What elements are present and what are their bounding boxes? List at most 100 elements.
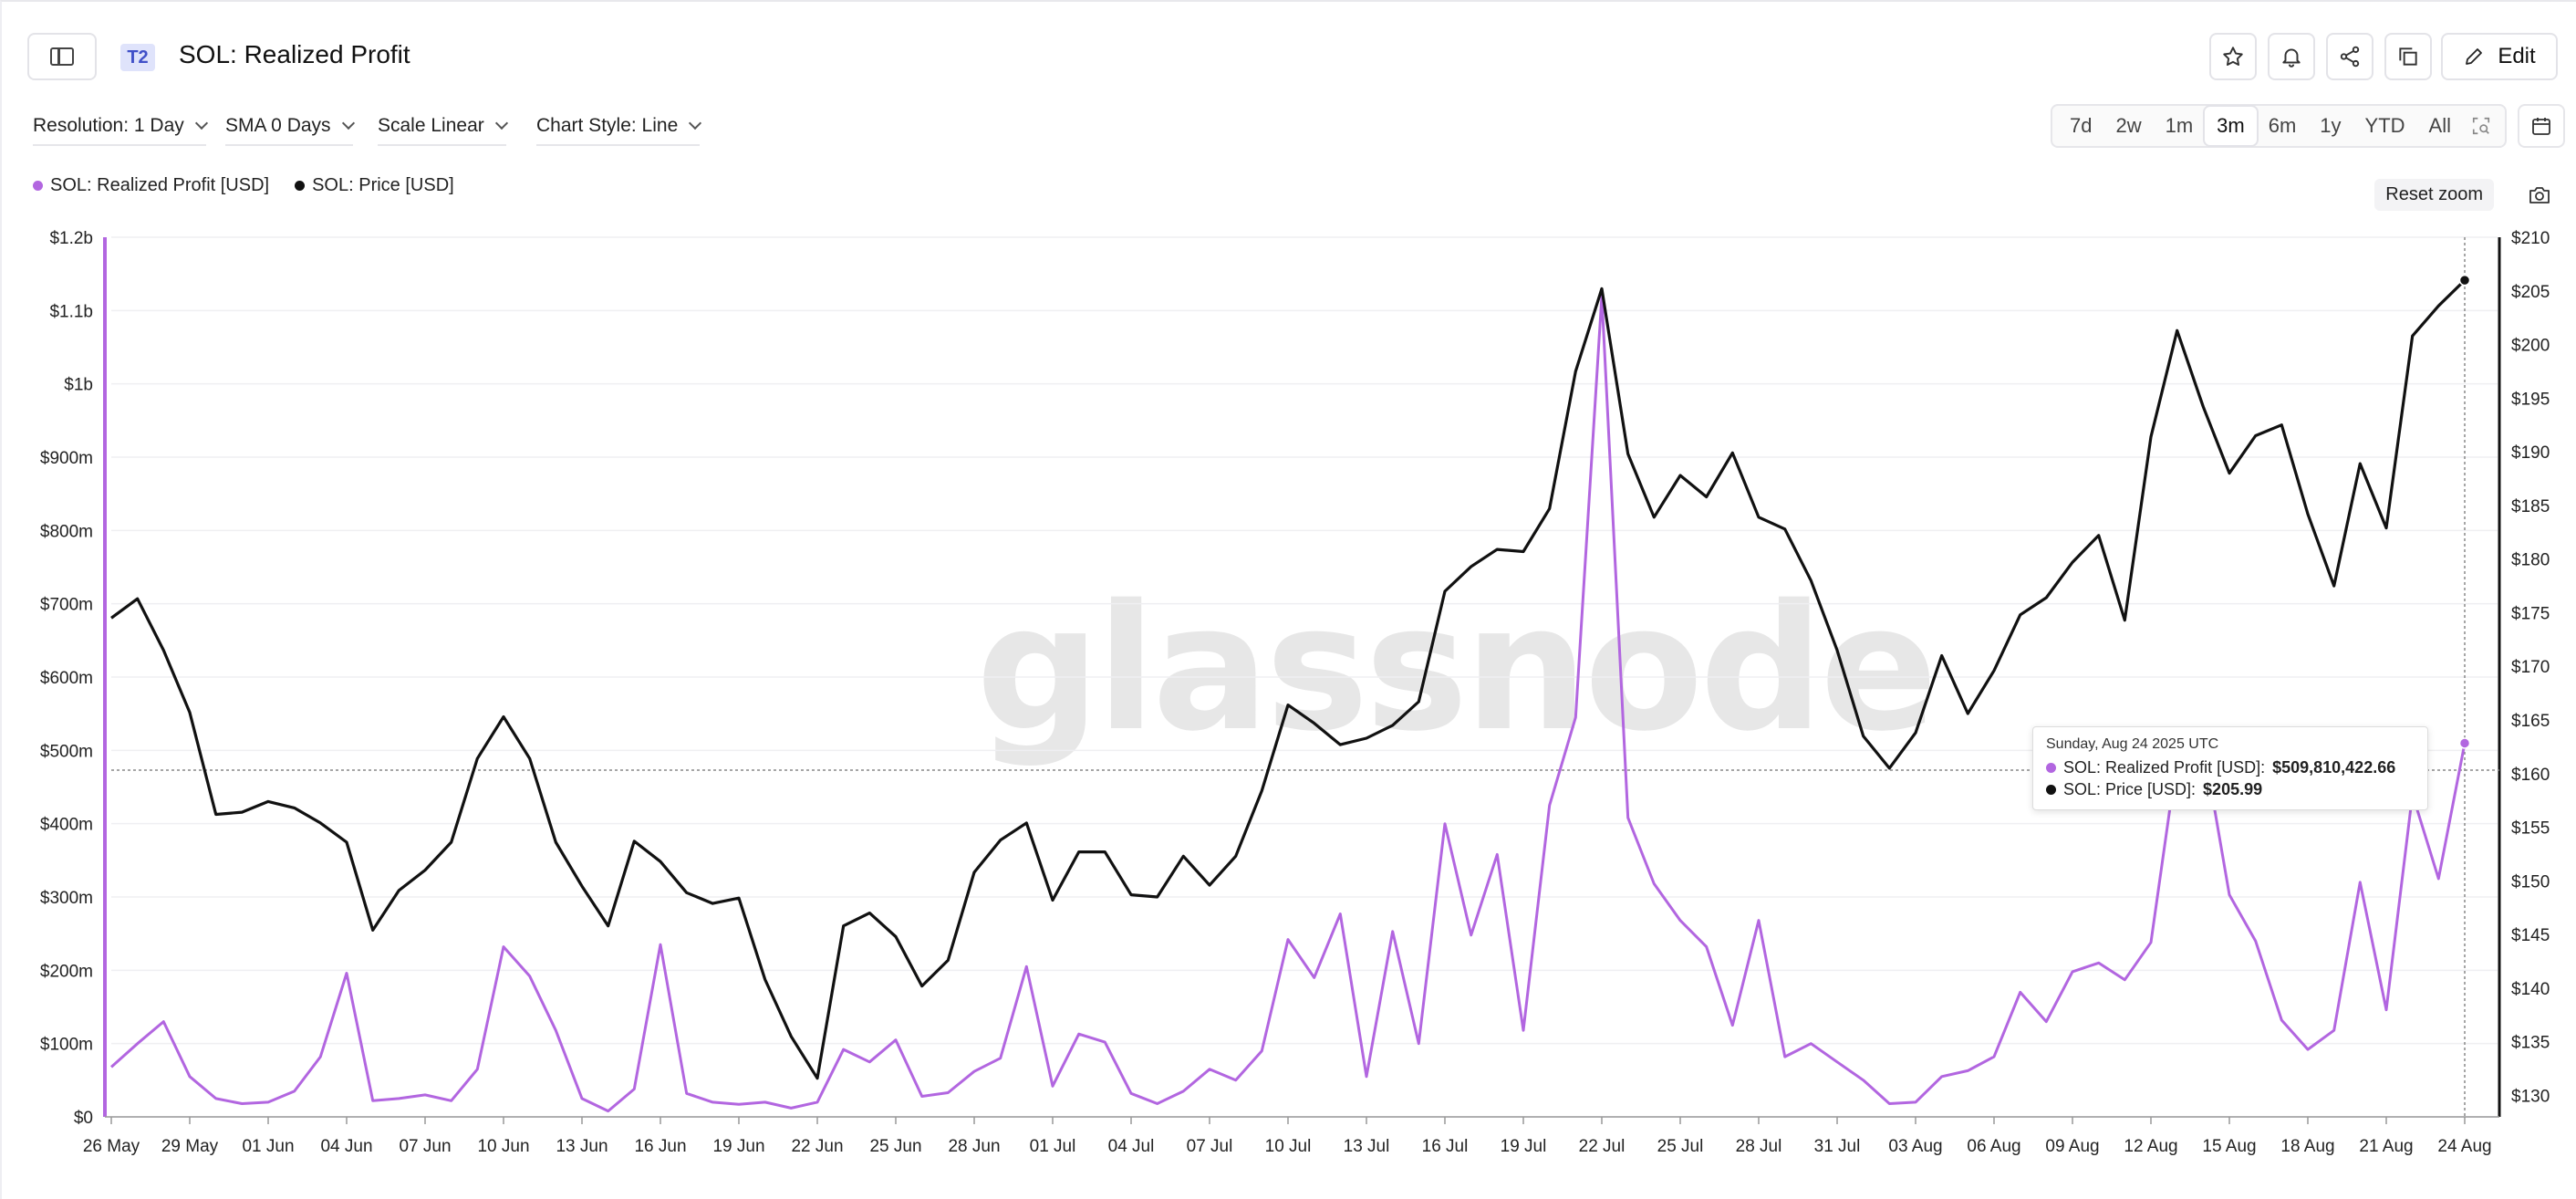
sidebar-toggle-button[interactable] bbox=[27, 33, 97, 80]
x-tick-label: 03 Aug bbox=[1888, 1137, 1942, 1156]
y-tick-label-right: $205 bbox=[2511, 283, 2550, 302]
x-tick-label: 01 Jul bbox=[1030, 1137, 1076, 1156]
y-tick-label-right: $190 bbox=[2511, 443, 2550, 463]
chart-legend: SOL: Realized Profit [USD] SOL: Price [U… bbox=[33, 175, 454, 196]
y-axis-left: $0 $100m $200m $300m $400m $500m $600m $700m $80… bbox=[40, 229, 93, 1128]
y-tick-label-right: $160 bbox=[2511, 766, 2550, 785]
range-1y[interactable]: 1y bbox=[2320, 114, 2342, 137]
x-tick-label: 13 Jun bbox=[556, 1137, 608, 1156]
edit-button[interactable]: Edit bbox=[2441, 33, 2558, 80]
y-tick-label-right: $210 bbox=[2511, 229, 2550, 248]
x-tick-label: 13 Jul bbox=[1344, 1137, 1390, 1156]
y-tick-label-right: $185 bbox=[2511, 497, 2550, 516]
x-tick-label: 31 Jul bbox=[1814, 1137, 1861, 1156]
x-tick-label: 18 Aug bbox=[2280, 1137, 2334, 1156]
tooltip-dot bbox=[2046, 762, 2056, 773]
y-tick-label-right: $130 bbox=[2511, 1087, 2550, 1106]
range-ytd[interactable]: YTD bbox=[2364, 114, 2405, 137]
x-tick-label: 04 Jun bbox=[320, 1137, 372, 1156]
pencil-icon bbox=[2466, 48, 2483, 65]
x-tick-label: 09 Aug bbox=[2045, 1137, 2099, 1156]
x-tick-label: 01 Jun bbox=[242, 1137, 294, 1156]
y-tick-label-left: $800m bbox=[40, 522, 93, 541]
y-tick-label-left: $200m bbox=[40, 962, 93, 981]
header: T2 SOL: Realized Profit Edit bbox=[27, 29, 2558, 84]
x-tick-label: 22 Jul bbox=[1579, 1137, 1626, 1156]
x-tick-label: 19 Jul bbox=[1501, 1137, 1547, 1156]
tooltip-value: $509,810,422.66 bbox=[2272, 758, 2396, 777]
calendar-icon bbox=[2532, 118, 2550, 135]
screenshot-button[interactable] bbox=[2525, 182, 2554, 208]
legend-item-price[interactable]: SOL: Price [USD] bbox=[295, 175, 454, 196]
star-icon bbox=[2223, 47, 2243, 66]
range-2w[interactable]: 2w bbox=[2115, 114, 2142, 137]
tooltip-dot bbox=[2046, 784, 2056, 795]
reset-zoom-button[interactable]: Reset zoom bbox=[2374, 179, 2494, 211]
x-tick-label: 10 Jul bbox=[1265, 1137, 1312, 1156]
legend-label: SOL: Realized Profit [USD] bbox=[50, 175, 270, 195]
x-tick-label: 07 Jun bbox=[399, 1137, 451, 1156]
x-tick-label: 28 Jul bbox=[1736, 1137, 1782, 1156]
date-picker-button[interactable] bbox=[2518, 104, 2565, 148]
bell-icon bbox=[2282, 48, 2301, 68]
share-icon bbox=[2340, 46, 2360, 68]
chevron-down-icon bbox=[194, 116, 208, 130]
page-title: SOL: Realized Profit bbox=[179, 40, 410, 68]
chevron-down-icon bbox=[341, 116, 355, 130]
x-tick-label: 29 May bbox=[161, 1137, 219, 1156]
x-tick-label: 26 May bbox=[83, 1137, 140, 1156]
y-tick-label-left: $1.2b bbox=[49, 229, 93, 248]
x-tick-label: 06 Aug bbox=[1967, 1137, 2020, 1156]
favorite-button[interactable] bbox=[2209, 33, 2257, 80]
y-tick-label-right: $140 bbox=[2511, 980, 2550, 999]
range-1m[interactable]: 1m bbox=[2165, 114, 2194, 137]
range-all[interactable]: All bbox=[2428, 114, 2451, 137]
chevron-down-icon bbox=[494, 116, 508, 130]
tooltip-row-price: SOL: Price [USD]: $205.99 bbox=[2046, 778, 2415, 800]
scale-select[interactable]: Scale Linear bbox=[378, 115, 508, 146]
sma-select[interactable]: SMA 0 Days bbox=[225, 115, 355, 146]
grid-lines bbox=[111, 236, 2498, 1118]
watermark: glassnode bbox=[976, 568, 1937, 769]
share-button[interactable] bbox=[2326, 33, 2373, 80]
camera-icon bbox=[2529, 187, 2550, 203]
resolution-select[interactable]: Resolution: 1 Day bbox=[33, 115, 208, 146]
series-line-price bbox=[110, 278, 2467, 1080]
x-tick-label: 12 Aug bbox=[2124, 1137, 2177, 1156]
zoom-select-icon bbox=[2472, 117, 2490, 135]
sidebar-toggle-icon bbox=[50, 47, 74, 66]
duplicate-button[interactable] bbox=[2384, 33, 2432, 80]
range-6m[interactable]: 6m bbox=[2268, 114, 2297, 137]
y-tick-label-right: $195 bbox=[2511, 390, 2550, 409]
y-tick-label-right: $145 bbox=[2511, 926, 2550, 945]
zoom-select-button[interactable] bbox=[2463, 111, 2499, 141]
chart-tooltip: Sunday, Aug 24 2025 UTC SOL: Realized Pr… bbox=[2032, 726, 2428, 810]
chart-style-select[interactable]: Chart Style: Line bbox=[536, 115, 702, 146]
y-tick-label-right: $180 bbox=[2511, 551, 2550, 570]
x-tick-label: 16 Jul bbox=[1422, 1137, 1469, 1156]
legend-label: SOL: Price [USD] bbox=[312, 175, 454, 195]
y-tick-label-right: $175 bbox=[2511, 604, 2550, 623]
y-tick-label-left: $1.1b bbox=[49, 302, 93, 321]
tooltip-date: Sunday, Aug 24 2025 UTC bbox=[2046, 736, 2219, 752]
y-tick-label-left: $500m bbox=[40, 742, 93, 761]
y-tick-label-left: $100m bbox=[40, 1036, 93, 1055]
legend-item-realized-profit[interactable]: SOL: Realized Profit [USD] bbox=[33, 175, 269, 196]
y-tick-label-right: $135 bbox=[2511, 1034, 2550, 1053]
y-tick-label-left: $600m bbox=[40, 669, 93, 688]
x-tick-label: 04 Jul bbox=[1108, 1137, 1155, 1156]
tooltip-label: SOL: Price [USD]: bbox=[2063, 780, 2197, 798]
y-tick-label-left: $0 bbox=[74, 1109, 93, 1128]
range-7d[interactable]: 7d bbox=[2070, 114, 2093, 137]
y-tick-label-right: $165 bbox=[2511, 712, 2550, 731]
range-3m[interactable]: 3m bbox=[2205, 107, 2257, 145]
y-tick-label-left: $300m bbox=[40, 889, 93, 908]
edit-button-label: Edit bbox=[2498, 44, 2536, 68]
x-tick-label: 25 Jun bbox=[869, 1137, 921, 1156]
chart-style-label: Chart Style: Line bbox=[536, 115, 679, 136]
alert-button[interactable] bbox=[2268, 33, 2315, 80]
series-endpoint-realized-profit bbox=[2458, 737, 2471, 749]
copy-icon bbox=[2399, 47, 2417, 66]
